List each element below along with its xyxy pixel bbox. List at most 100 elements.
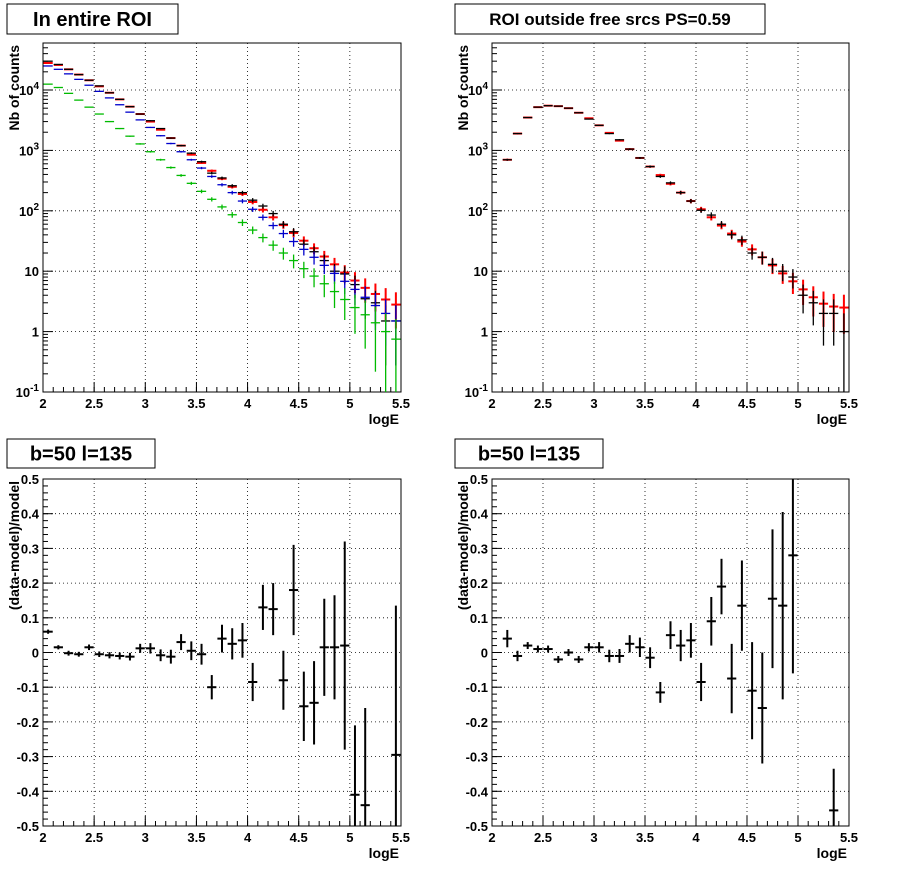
data-point xyxy=(115,127,125,130)
y-tick-label: 102 xyxy=(19,202,39,219)
data-point xyxy=(145,126,156,129)
x-tick-label: 5 xyxy=(794,396,801,411)
data-point xyxy=(237,219,248,227)
y-tick-label: -0.1 xyxy=(17,680,39,695)
data-point xyxy=(135,143,145,145)
data-point xyxy=(43,629,53,634)
title-box xyxy=(454,438,604,469)
data-point xyxy=(288,237,299,247)
data-point xyxy=(288,544,299,636)
data-point xyxy=(268,583,278,636)
data-point xyxy=(278,229,288,238)
y-tick-label: -0.2 xyxy=(17,715,39,730)
data-point xyxy=(217,176,227,180)
data-point xyxy=(94,113,104,115)
y-tick-label: 0.5 xyxy=(470,472,488,487)
data-point xyxy=(166,649,176,664)
y-tick-label: 103 xyxy=(468,141,488,158)
y-tick-label: -0.1 xyxy=(466,680,488,695)
data-point xyxy=(391,319,401,392)
x-tick-label: 3 xyxy=(590,830,597,845)
data-point xyxy=(829,768,839,826)
data-point xyxy=(716,558,727,615)
data-point xyxy=(829,299,839,346)
data-point xyxy=(258,584,268,630)
y-axis-label: (data-model)/model xyxy=(455,481,471,610)
data-point xyxy=(533,106,543,108)
data-point xyxy=(125,652,135,661)
y-tick-label: 1 xyxy=(32,325,39,340)
data-point xyxy=(686,623,696,658)
title-box xyxy=(6,3,179,35)
data-point xyxy=(299,244,309,256)
data-point xyxy=(63,92,74,95)
y-tick-label: 0.3 xyxy=(21,541,39,556)
data-point xyxy=(156,158,166,161)
y-tick-label: 104 xyxy=(19,81,39,98)
data-point xyxy=(227,212,237,218)
data-point xyxy=(645,647,655,669)
y-axis-label: Nb of counts xyxy=(6,45,22,131)
data-point xyxy=(196,189,207,194)
data-point xyxy=(737,235,747,245)
data-point xyxy=(706,596,716,646)
data-point xyxy=(340,288,350,321)
data-point xyxy=(716,221,727,228)
data-point xyxy=(145,150,156,153)
data-point xyxy=(156,135,166,137)
data-point xyxy=(553,105,563,107)
data-point xyxy=(635,157,645,159)
data-point xyxy=(227,184,237,188)
data-point xyxy=(207,169,217,173)
y-tick-label: 0.3 xyxy=(470,541,488,556)
data-point xyxy=(186,641,196,661)
y-tick-label: 10 xyxy=(25,264,39,279)
x-tick-label: 4 xyxy=(692,396,700,411)
data-point xyxy=(543,645,553,653)
y-tick-label: 1 xyxy=(481,325,488,340)
data-point xyxy=(217,624,227,653)
data-point xyxy=(767,257,778,273)
x-tick-label: 4.5 xyxy=(290,396,308,411)
data-point xyxy=(278,247,288,260)
y-axis-label: Nb of counts xyxy=(455,45,471,131)
data-point xyxy=(248,662,258,702)
data-point xyxy=(84,644,94,651)
data-point xyxy=(125,111,135,113)
y-tick-label: 0.2 xyxy=(470,576,488,591)
series-1 xyxy=(43,541,401,826)
data-point xyxy=(145,643,156,654)
data-point xyxy=(156,128,166,131)
x-tick-label: 3 xyxy=(142,830,149,845)
data-point xyxy=(115,652,125,660)
data-point xyxy=(196,160,207,163)
data-point xyxy=(839,313,849,392)
data-point xyxy=(166,166,176,169)
data-point xyxy=(278,221,288,228)
data-point xyxy=(340,541,350,750)
data-point xyxy=(84,106,94,108)
x-tick-label: 5.5 xyxy=(840,830,858,845)
y-tick-label: 10-1 xyxy=(16,383,40,400)
data-point xyxy=(268,222,278,230)
data-point xyxy=(319,598,329,696)
panel-title: ROI outside free srcs PS=0.59 xyxy=(489,10,730,29)
y-tick-label: 0.2 xyxy=(21,576,39,591)
x-axis-label: logE xyxy=(817,411,847,427)
data-point xyxy=(53,86,63,89)
y-tick-label: -0.4 xyxy=(17,784,40,799)
x-tick-label: 4 xyxy=(244,830,252,845)
data-point xyxy=(319,258,329,275)
data-point xyxy=(268,210,278,217)
x-tick-label: 2.5 xyxy=(85,396,103,411)
x-tick-label: 4 xyxy=(692,830,700,845)
data-point xyxy=(248,206,258,212)
data-point xyxy=(74,651,84,657)
data-point xyxy=(604,132,614,135)
data-point xyxy=(625,635,635,653)
data-point xyxy=(553,655,563,663)
data-point xyxy=(258,203,268,209)
